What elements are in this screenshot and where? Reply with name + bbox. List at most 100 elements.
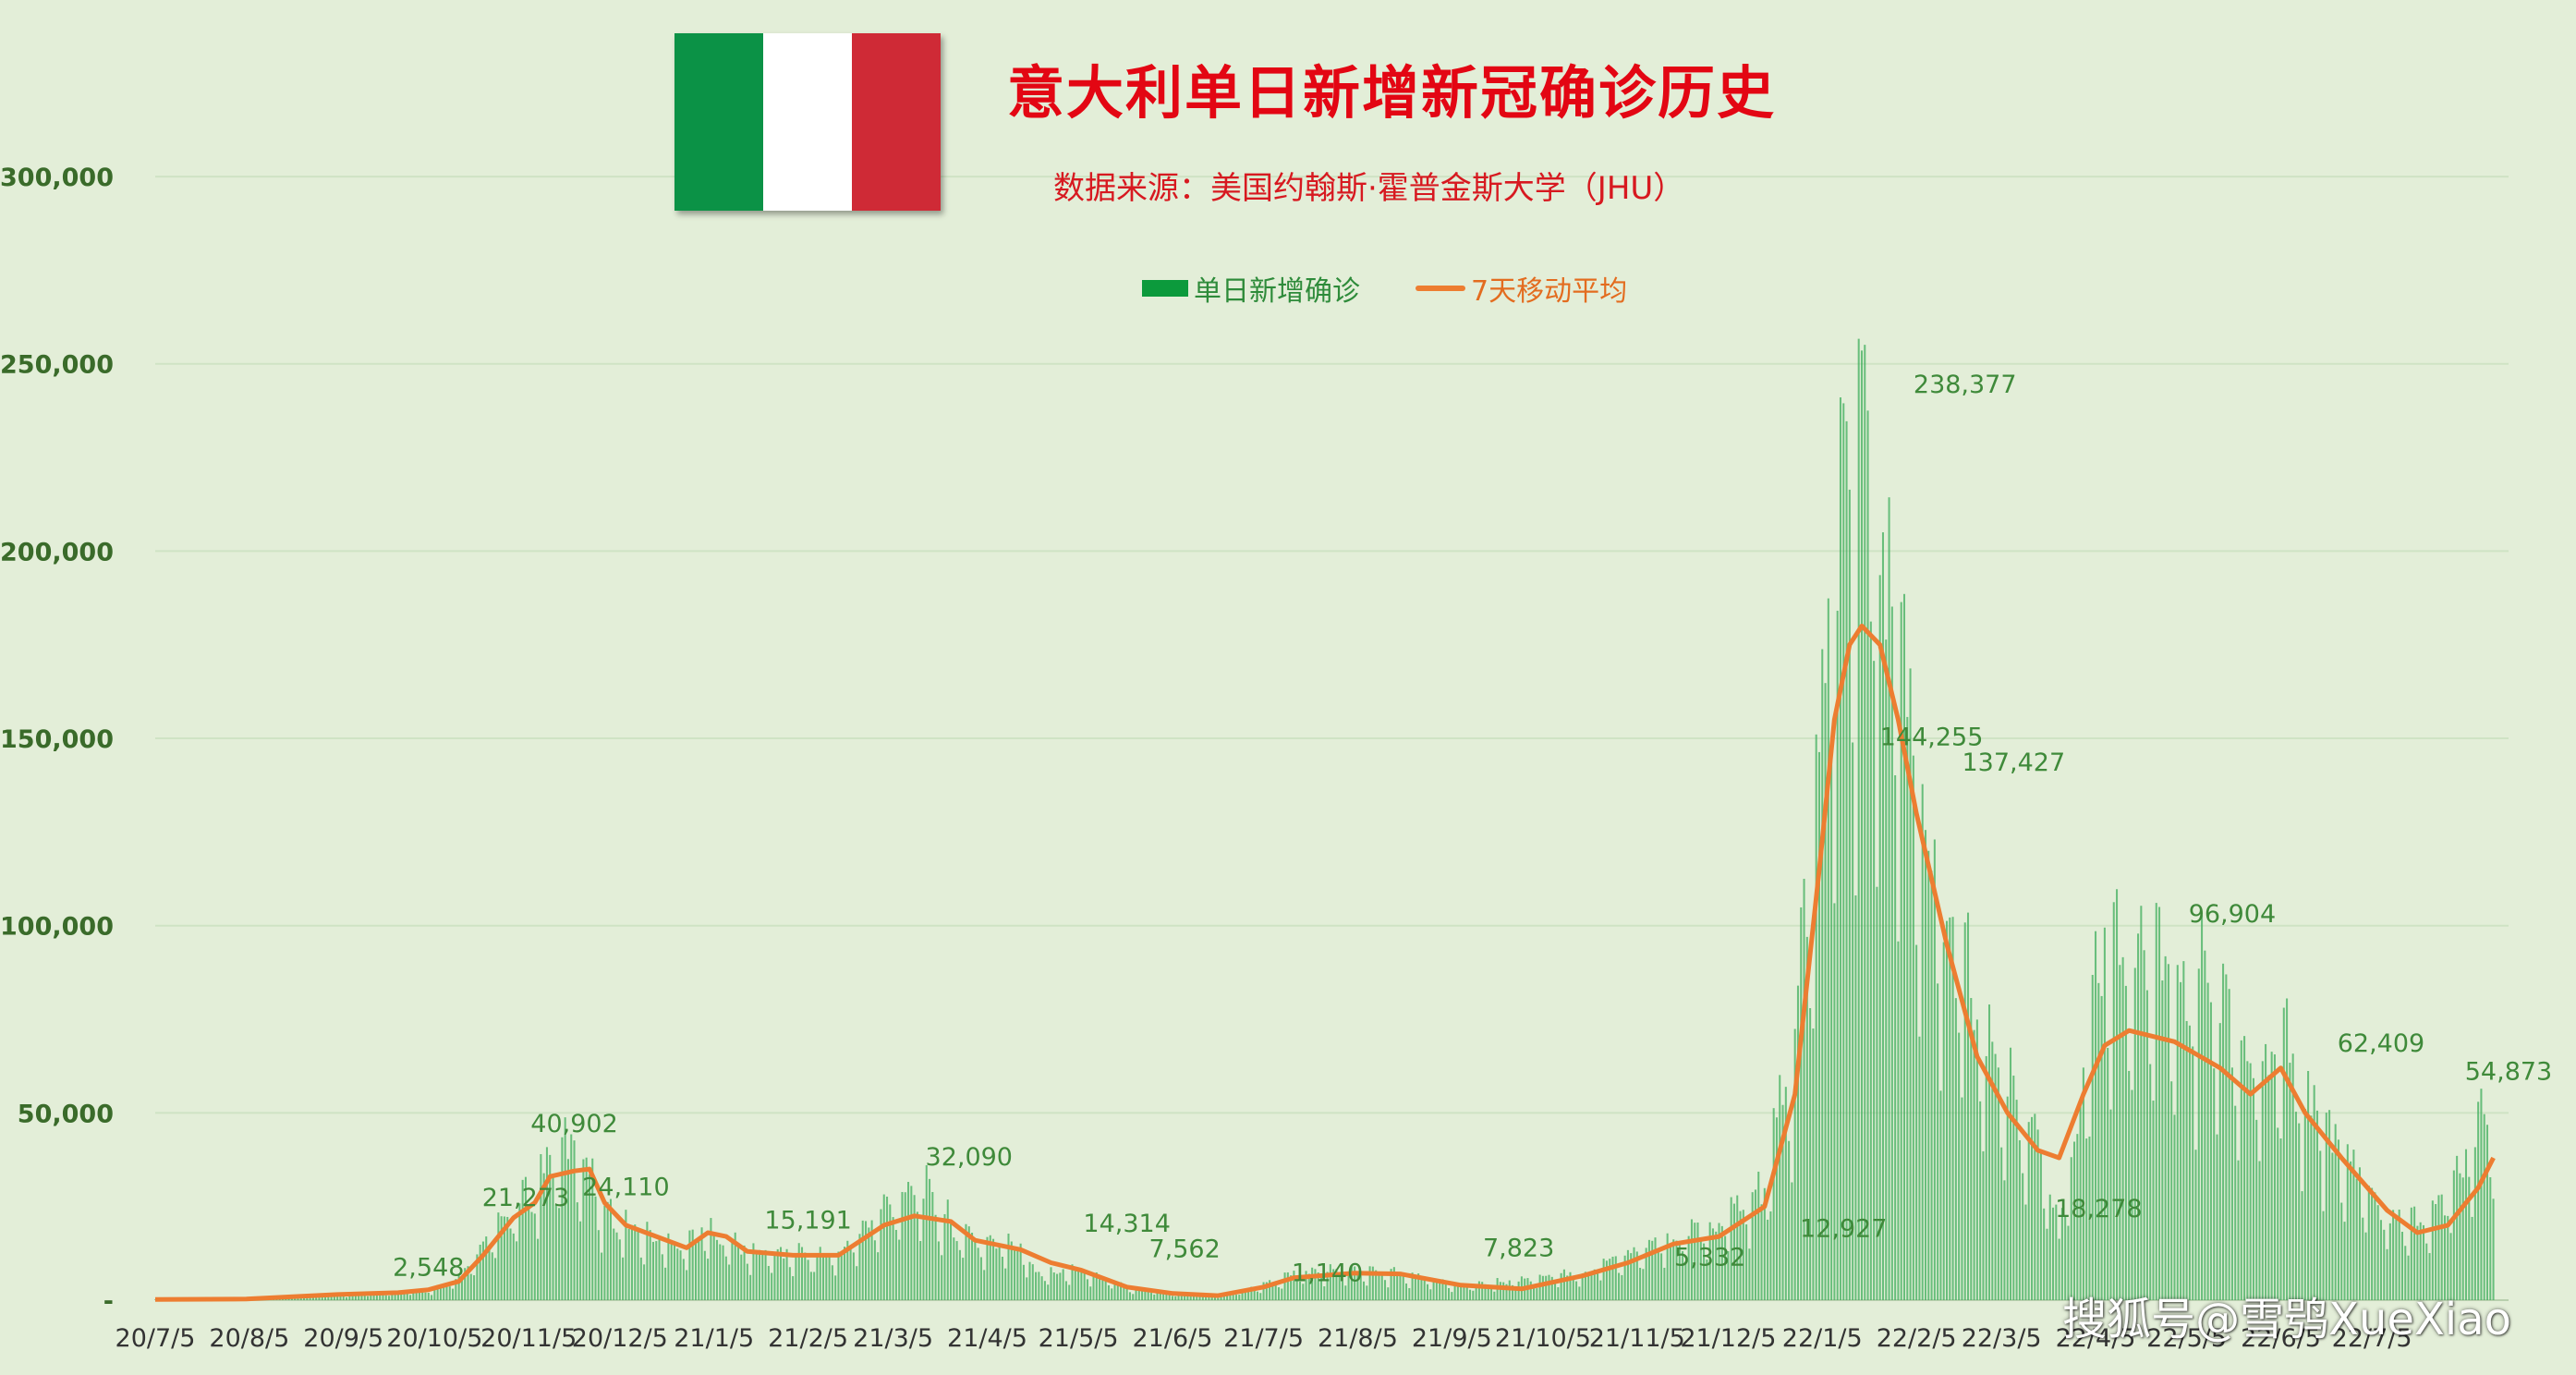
daily-case-bar xyxy=(1951,917,1954,1300)
daily-case-bar xyxy=(1380,1274,1383,1300)
daily-case-bar xyxy=(1927,850,1930,1300)
daily-case-bar xyxy=(746,1263,748,1300)
daily-case-bar xyxy=(2267,1075,2270,1300)
daily-case-bar xyxy=(2447,1215,2449,1300)
daily-case-bar xyxy=(2145,990,2148,1300)
y-tick-label: 150,000 xyxy=(0,725,114,754)
daily-case-bar xyxy=(2422,1224,2424,1300)
daily-case-bar xyxy=(2374,1192,2376,1300)
daily-case-bar xyxy=(1815,734,1817,1300)
daily-case-bar xyxy=(813,1272,816,1300)
daily-case-bar xyxy=(1924,830,1927,1300)
daily-case-bar xyxy=(686,1270,688,1300)
daily-case-bar xyxy=(533,1213,536,1300)
daily-case-bar xyxy=(554,1204,557,1300)
daily-case-bar xyxy=(1396,1272,1399,1300)
daily-case-bar xyxy=(588,1174,590,1300)
daily-case-bar xyxy=(570,1134,573,1300)
daily-case-bar xyxy=(1975,1019,1978,1300)
daily-case-bar xyxy=(719,1244,722,1300)
daily-case-bar xyxy=(2076,1134,2079,1300)
daily-case-bar xyxy=(530,1211,533,1300)
daily-case-bar xyxy=(481,1241,484,1300)
daily-case-bar xyxy=(412,1290,415,1300)
daily-case-bar xyxy=(2255,1119,2258,1300)
flag-red-stripe xyxy=(852,33,941,211)
daily-case-bar xyxy=(2103,927,2106,1300)
daily-case-bar xyxy=(1444,1282,1447,1300)
daily-case-bar xyxy=(1687,1235,1690,1300)
daily-case-bar xyxy=(1803,879,1805,1300)
data-label: 62,409 xyxy=(2338,1029,2424,1058)
daily-case-bar xyxy=(1068,1284,1071,1300)
daily-case-bar xyxy=(1162,1291,1165,1300)
daily-case-bar xyxy=(1383,1280,1387,1300)
daily-case-bar xyxy=(1128,1292,1131,1300)
daily-case-bar xyxy=(1022,1264,1025,1300)
daily-case-bar xyxy=(2152,1101,2155,1300)
daily-case-bar xyxy=(1323,1286,1326,1300)
daily-case-bar xyxy=(1642,1269,1645,1300)
daily-case-bar xyxy=(2473,1147,2476,1300)
daily-case-bar xyxy=(1141,1287,1144,1300)
daily-case-bar xyxy=(2067,1225,2070,1300)
daily-case-bar xyxy=(929,1178,931,1300)
daily-case-bar xyxy=(1311,1267,1314,1300)
daily-case-bar xyxy=(965,1223,967,1300)
daily-case-bar xyxy=(1222,1294,1225,1300)
daily-case-bar xyxy=(894,1229,897,1300)
daily-case-bar xyxy=(1621,1274,1623,1300)
daily-case-bar xyxy=(1116,1284,1119,1300)
daily-case-bar xyxy=(448,1286,451,1300)
daily-case-bar xyxy=(1147,1289,1149,1300)
daily-case-bar xyxy=(1247,1288,1250,1300)
daily-case-bar xyxy=(1888,497,1890,1300)
daily-case-bar xyxy=(1703,1243,1706,1300)
daily-case-bar xyxy=(2337,1139,2339,1300)
legend: 单日新增确诊 7天移动平均 xyxy=(1142,268,1683,309)
daily-case-bar xyxy=(500,1216,503,1300)
daily-case-bar xyxy=(558,1208,561,1300)
data-label: 24,110 xyxy=(582,1173,669,1201)
daily-case-bar xyxy=(2362,1217,2364,1300)
daily-case-bar xyxy=(1432,1279,1435,1300)
daily-case-bar xyxy=(627,1229,630,1300)
y-tick-label: 250,000 xyxy=(0,351,114,380)
daily-case-bar xyxy=(2298,1123,2301,1300)
daily-case-bar xyxy=(955,1241,958,1300)
daily-case-bar xyxy=(861,1220,864,1300)
daily-case-bar xyxy=(2213,1068,2216,1300)
daily-case-bar xyxy=(524,1176,527,1300)
data-label: 54,873 xyxy=(2465,1058,2552,1087)
daily-case-bar xyxy=(1630,1253,1633,1300)
daily-case-bar xyxy=(2416,1225,2419,1300)
daily-case-bar xyxy=(1848,489,1851,1300)
daily-case-bar xyxy=(2431,1200,2434,1300)
daily-case-bar xyxy=(503,1216,505,1300)
daily-case-bar xyxy=(1071,1264,1074,1300)
daily-case-bar xyxy=(625,1210,627,1300)
daily-case-bar xyxy=(1623,1255,1626,1300)
daily-case-bar xyxy=(1857,338,1860,1301)
daily-case-bar xyxy=(779,1247,783,1300)
daily-case-bar xyxy=(1730,1197,1732,1300)
data-label: 14,314 xyxy=(1083,1210,1170,1238)
daily-case-bar xyxy=(1772,1108,1775,1300)
daily-case-bar xyxy=(1912,755,1914,1300)
daily-case-bar xyxy=(1937,983,1939,1300)
daily-case-bar xyxy=(673,1243,676,1300)
daily-case-bar xyxy=(2273,1054,2276,1300)
daily-case-bar xyxy=(1423,1279,1426,1300)
daily-case-bar xyxy=(2379,1220,2382,1300)
daily-case-bar xyxy=(1675,1240,1678,1300)
daily-case-bar xyxy=(1966,912,1970,1300)
daily-case-bar xyxy=(506,1216,509,1300)
daily-case-bar xyxy=(1427,1284,1429,1300)
daily-case-bar xyxy=(479,1244,481,1300)
daily-case-bar xyxy=(1921,784,1924,1300)
daily-case-bar xyxy=(424,1292,427,1300)
daily-case-bar xyxy=(1593,1269,1596,1300)
daily-case-bar xyxy=(1059,1272,1062,1300)
daily-case-bar xyxy=(877,1252,880,1300)
daily-case-bar xyxy=(2464,1149,2468,1300)
